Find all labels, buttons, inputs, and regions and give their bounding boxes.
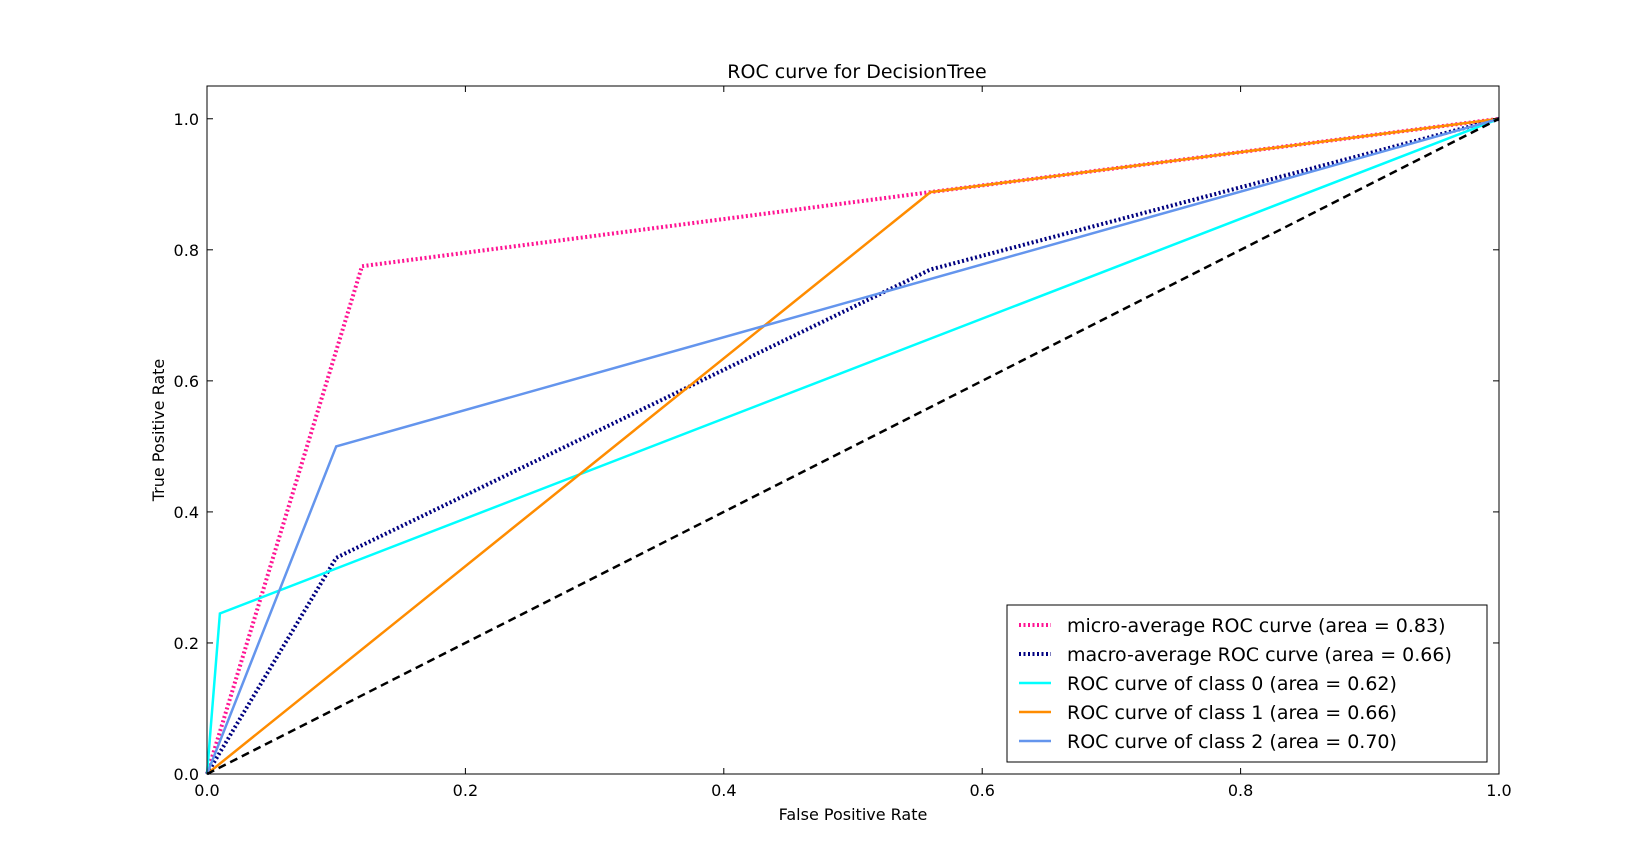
y-tick-label: 1.0 [174, 110, 199, 129]
x-axis-label: False Positive Rate [779, 805, 928, 824]
legend-label: ROC curve of class 2 (area = 0.70) [1067, 731, 1397, 753]
legend-box [1006, 604, 1488, 763]
plot-frame [206, 85, 1500, 775]
series-line-1 [205, 116, 1500, 776]
legend-label: ROC curve of class 0 (area = 0.62) [1067, 673, 1397, 695]
y-tick-label: 0.6 [174, 372, 199, 391]
series-line-2 [205, 117, 1500, 775]
x-tick-label: 0.4 [711, 781, 736, 800]
y-axis-label: True Positive Rate [149, 359, 168, 503]
y-tick-label: 0.4 [174, 503, 199, 522]
legend-label: micro-average ROC curve (area = 0.83) [1067, 615, 1446, 637]
x-tick-label: 0.6 [969, 781, 994, 800]
series-line-4 [205, 117, 1500, 775]
chart-title: ROC curve for DecisionTree [727, 61, 986, 83]
legend-label: macro-average ROC curve (area = 0.66) [1067, 644, 1452, 666]
x-tick-label: 1.0 [1486, 781, 1511, 800]
x-tick-label: 0.2 [453, 781, 478, 800]
legend: micro-average ROC curve (area = 0.83) mac… [1006, 604, 1488, 763]
y-tick-label: 0.2 [174, 634, 199, 653]
y-tick-label: 0.8 [174, 241, 199, 260]
x-tick-label: 0.8 [1228, 781, 1253, 800]
ticks-layer: 0.0 0.2 0.4 0.6 0.8 1.0 0.0 0.2 0.4 0.6 0.8 1.0 [174, 86, 1512, 800]
series-line-3 [206, 117, 1500, 775]
y-tick-label: 0.0 [174, 765, 199, 784]
chance-reference-line [206, 117, 1500, 776]
legend-label: ROC curve of class 1 (area = 0.66) [1067, 702, 1397, 724]
x-tick-label: 0.0 [194, 781, 219, 800]
series-layer [205, 116, 1500, 776]
